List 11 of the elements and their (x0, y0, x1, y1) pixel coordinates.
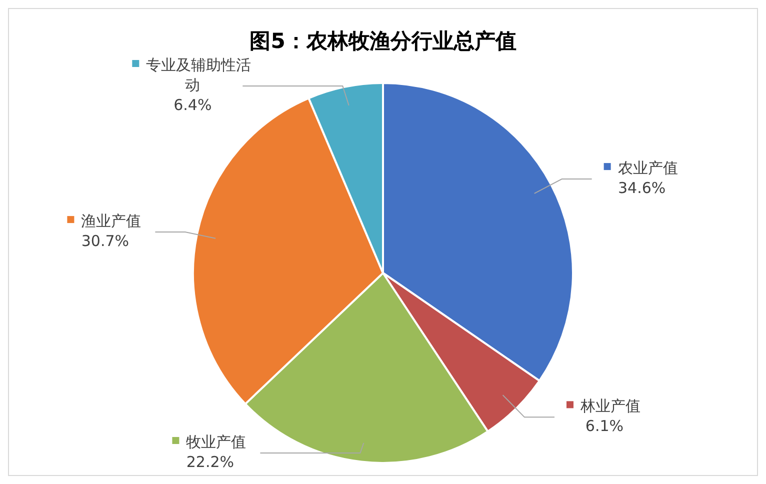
data-label: 30.7% (81, 232, 130, 250)
legend-label: 农业产值 (618, 159, 678, 178)
data-label: 6.4% (174, 96, 212, 114)
legend-label: 渔业产值 (81, 212, 142, 230)
data-label: 22.2% (186, 453, 234, 471)
legend-label: 专业及辅助性活动 (146, 56, 252, 94)
legend-label: 牧业产值 (186, 433, 246, 451)
data-label: 34.6% (618, 179, 666, 198)
chart-title: 图5：农林牧渔分行业总产值 (250, 29, 516, 53)
legend-label: 林业产值 (579, 397, 640, 416)
data-label: 6.1% (585, 417, 624, 436)
